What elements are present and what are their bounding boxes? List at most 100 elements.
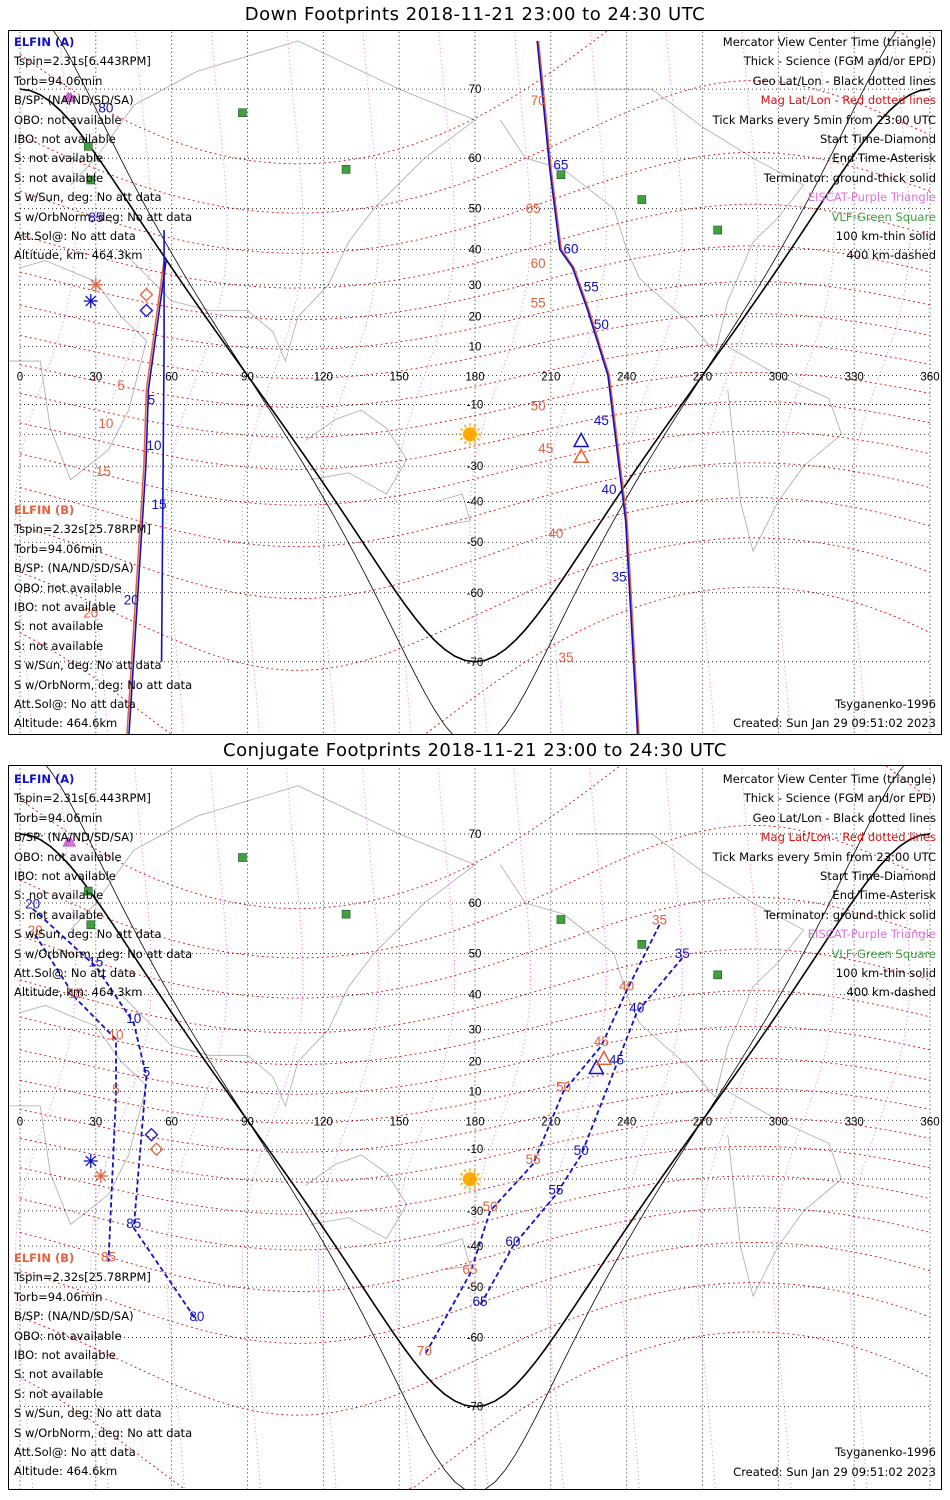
elfin-a-tick-label: 60 xyxy=(505,1234,520,1249)
elfin-b-start-diamond xyxy=(139,287,154,302)
mag-lon-line xyxy=(697,31,759,734)
sun-icon xyxy=(458,1168,481,1191)
mag-lon-line xyxy=(242,31,304,734)
eiscat-site xyxy=(65,91,77,102)
asterisk-stroke xyxy=(85,1155,97,1167)
sun-ray xyxy=(463,1185,467,1189)
mag-lat-line xyxy=(19,1116,931,1183)
elfin-b-tick-label: 35 xyxy=(558,650,573,665)
elfin-a-track xyxy=(128,260,167,734)
mag-lat-line xyxy=(19,151,931,254)
lat-tick-label: 70 xyxy=(469,84,482,96)
mag-lon-line xyxy=(90,31,152,734)
elfin-a-tick-label: 15 xyxy=(152,497,167,512)
lon-tick-label: 60 xyxy=(165,371,178,383)
elfin-a-tick-label: 10 xyxy=(126,1011,141,1026)
mag-lat-line xyxy=(19,1025,931,1095)
mag-lat-line xyxy=(19,313,931,379)
elfin-b-line: Tspin=2.32s[25.78RPM] xyxy=(14,1270,151,1285)
coastline-4 xyxy=(727,346,842,553)
mag-lat-line xyxy=(19,281,931,350)
mag-lon-line xyxy=(166,766,228,1489)
elfin-a-tick-label: 20 xyxy=(25,897,40,912)
lon-tick-label: 240 xyxy=(617,371,636,383)
elfin-b-line: S w/OrbNorm, deg: No att data xyxy=(14,1425,193,1440)
elfin-a-line: Altitude, km: 464.3km xyxy=(14,248,143,263)
panel-title-down: Down Footprints 2018-11-21 23:00 to 24:3… xyxy=(244,4,706,25)
sun-ray xyxy=(473,440,477,445)
sun-ray xyxy=(463,440,467,445)
lon-tick-label: 0 xyxy=(17,371,23,383)
vlf-site xyxy=(238,853,247,862)
elfin-a-line: OBO: not available xyxy=(14,849,122,864)
mag-lat-line xyxy=(19,343,931,408)
mag-lat-line xyxy=(19,245,931,321)
coastlines xyxy=(9,40,842,553)
elfin-b-tick-label: 20 xyxy=(83,605,98,620)
elfin-b-line: B/SP: (NA/ND/SD/SA) xyxy=(14,561,134,576)
lat-tick-label: 50 xyxy=(469,949,482,961)
elfin-a-tick-label: 35 xyxy=(675,946,690,961)
elfin-b-tick-label: 50 xyxy=(556,1079,571,1094)
map-down[interactable]: 0 30 60 90 120 150 180 210 240 270 300 330 360 70 60 50… xyxy=(8,30,942,735)
elfin-b-tick-label: 50 xyxy=(483,1199,498,1214)
legend-item: End Time-Asterisk xyxy=(832,151,936,166)
sun-disc xyxy=(462,427,477,442)
mag-lon-line xyxy=(545,31,607,734)
elfin-b-tick-label: 10 xyxy=(98,416,113,431)
terminator-ground xyxy=(19,833,931,1408)
elfin-b-tick-label: 45 xyxy=(594,1034,609,1049)
mag-lat-line xyxy=(19,401,931,470)
elfin-a-center-triangle xyxy=(572,431,590,448)
lon-tick-label: 240 xyxy=(617,1116,636,1128)
elfin-b-end-asterisk xyxy=(93,1169,108,1184)
mag-lat-line xyxy=(19,203,931,289)
elfin-b-line: Altitude: 464.6km xyxy=(14,716,118,731)
asterisk-stroke xyxy=(90,279,102,291)
elfin-a-line: IBO: not available xyxy=(14,869,116,884)
coastline-5 xyxy=(436,1238,471,1271)
elfin-a-line: Tspin=2.31s[6.443RPM] xyxy=(14,54,151,69)
elfin-b-info-conj: ELFIN (B) Tspin=2.32s[25.78RPM] Torb=94.… xyxy=(14,1249,192,1482)
elfin-b-tick-label: 10 xyxy=(109,1027,124,1042)
elfin-a-tick-label: 80 xyxy=(189,1309,204,1324)
vlf-site xyxy=(86,175,96,185)
legend-item: Start Time-Diamond xyxy=(820,869,936,884)
elfin-a-end-asterisk xyxy=(83,294,98,309)
legend-item: Mag Lat/Lon - Red dotted lines xyxy=(760,93,936,108)
legend-item: 400 km-dashed xyxy=(846,248,936,263)
mag-lon-line xyxy=(772,31,835,734)
mag-lon-line xyxy=(90,766,152,1489)
mag-lon-line xyxy=(317,766,380,1489)
mag-lat-line xyxy=(19,537,931,671)
elfin-b-tick-label: 35 xyxy=(652,913,667,928)
elfin-b-end-asterisk xyxy=(88,277,103,292)
lat-tick-label: 70 xyxy=(469,829,482,841)
vlf-site xyxy=(86,920,96,930)
coastline-1 xyxy=(70,40,476,363)
elfin-b-track-east xyxy=(537,40,640,734)
mag-lon-line xyxy=(772,766,835,1489)
elfin-a-tick-label: 50 xyxy=(594,317,609,332)
coastline-2 xyxy=(305,409,408,495)
elfin-a-line: S w/Sun, deg: No att data xyxy=(14,927,162,942)
lat-tick-label: -40 xyxy=(467,496,484,508)
elfin-b-line: S: not available xyxy=(14,619,104,634)
mag-lon-line xyxy=(14,766,77,1489)
lat-tick-label: 10 xyxy=(469,1086,482,1098)
legend-item: Geo Lat/Lon - Black dotted lines xyxy=(752,73,936,88)
coastline-4 xyxy=(727,1090,842,1298)
elfin-b-line: S: not available xyxy=(14,1367,104,1382)
elfin-a-center-triangle xyxy=(588,1058,605,1075)
mag-grid xyxy=(19,31,931,734)
lat-tick-label: -70 xyxy=(467,1402,484,1414)
map-conj[interactable]: 0 30 60 90 120 150 180 210 240 270 300 330 360706050… xyxy=(8,765,942,1490)
lat-tick-label: -70 xyxy=(467,657,484,669)
mag-lon-line xyxy=(469,766,532,1489)
mag-lat-line xyxy=(19,896,931,999)
lon-tick-label: 300 xyxy=(769,1116,788,1128)
mag-lon-line xyxy=(393,31,456,734)
mag-lon-line xyxy=(621,31,683,734)
elfin-b-line: IBO: not available xyxy=(14,1348,116,1363)
elfin-b-tick-label: 20 xyxy=(28,923,43,938)
